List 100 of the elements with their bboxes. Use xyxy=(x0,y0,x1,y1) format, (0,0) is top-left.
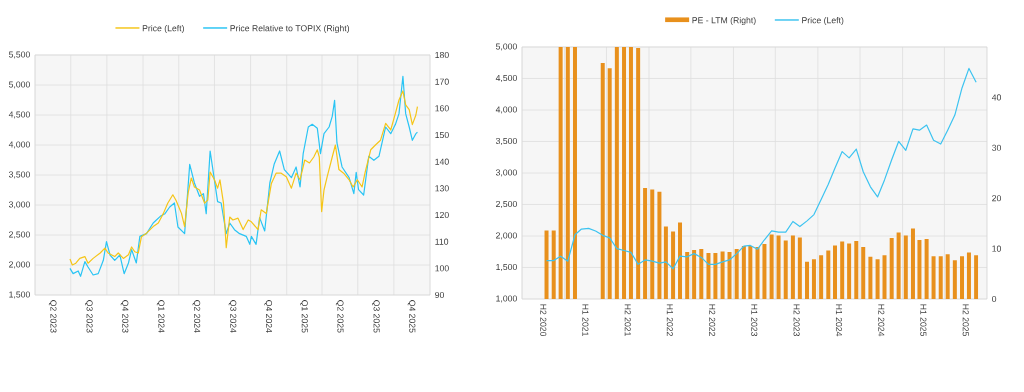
x-tick-label: H2 2022 xyxy=(709,304,716,336)
y-tick-label: 3,500 xyxy=(8,171,30,179)
x-tick-label: Q3 2025 xyxy=(371,300,380,333)
bar xyxy=(713,253,718,299)
bar xyxy=(614,47,619,299)
bar xyxy=(889,238,894,299)
bar xyxy=(868,256,873,299)
bar xyxy=(657,191,662,299)
x-tick-label: Q4 2023 xyxy=(120,300,129,333)
x-tick-label: Q2 2025 xyxy=(335,300,344,333)
bar xyxy=(861,247,866,299)
y-tick-label: 4,000 xyxy=(495,106,517,114)
x-tick-label: Q1 2024 xyxy=(156,300,165,333)
y2-tick-label: 90 xyxy=(435,291,445,299)
x-tick-label: Q1 2025 xyxy=(300,300,308,333)
bar xyxy=(622,47,627,299)
bar xyxy=(650,189,655,299)
bar xyxy=(966,252,971,299)
y-tick-label: 3,500 xyxy=(495,137,517,146)
bar xyxy=(685,252,690,299)
bar xyxy=(783,240,788,299)
bar xyxy=(748,246,753,299)
bar xyxy=(741,246,746,299)
bar xyxy=(663,226,668,299)
bar xyxy=(819,255,824,299)
bar xyxy=(833,245,838,299)
bar xyxy=(692,250,697,299)
y2-tick-label: 110 xyxy=(435,238,449,245)
y2-tick-label: 0 xyxy=(992,295,997,303)
y2-tick-label: 130 xyxy=(435,185,449,192)
bar xyxy=(938,256,943,299)
bar xyxy=(811,259,816,299)
bar xyxy=(551,230,556,299)
bar xyxy=(924,239,929,299)
y2-tick-label: 160 xyxy=(435,105,449,112)
y-tick-label: 5,500 xyxy=(8,51,30,59)
bar xyxy=(769,234,774,299)
bar xyxy=(607,68,612,299)
bar xyxy=(762,244,767,299)
y-tick-label: 2,000 xyxy=(9,261,30,269)
bar xyxy=(544,230,549,299)
y-tick-label: 2,500 xyxy=(496,200,517,209)
x-tick-label: Q3 2023 xyxy=(84,300,93,333)
x-tick-label: H2 2021 xyxy=(624,304,631,337)
x-tick-label: H2 2024 xyxy=(878,304,885,337)
bar xyxy=(805,261,810,299)
bar xyxy=(974,255,979,299)
y-tick-label: 3,000 xyxy=(495,169,517,177)
x-tick-label: H1 2024 xyxy=(835,304,842,337)
bar xyxy=(755,247,760,299)
bar xyxy=(776,235,781,299)
y-tick-label: 5,000 xyxy=(8,81,30,89)
bar xyxy=(875,259,880,299)
bar xyxy=(643,188,648,299)
bar xyxy=(678,222,683,299)
y2-tick-label: 10 xyxy=(992,245,1001,252)
x-tick-label: H1 2022 xyxy=(666,304,673,336)
x-tick-label: Q4 2025 xyxy=(407,300,416,333)
bar xyxy=(847,243,852,299)
bar xyxy=(960,256,965,299)
bar xyxy=(896,232,901,299)
x-tick-label: H1 2025 xyxy=(920,304,927,337)
x-tick-label: Q3 2024 xyxy=(228,300,237,333)
y-tick-label: 2,500 xyxy=(9,231,30,239)
y-tick-label: 1,500 xyxy=(9,291,30,299)
y-tick-label: 3,000 xyxy=(8,201,30,209)
y2-tick-label: 150 xyxy=(435,131,449,139)
x-tick-label: H1 2021 xyxy=(582,304,589,337)
y2-tick-label: 120 xyxy=(435,211,449,219)
bar xyxy=(734,249,739,299)
line-series xyxy=(545,67,977,270)
x-tick-label: H2 2025 xyxy=(962,304,969,337)
bar xyxy=(727,252,732,299)
bar xyxy=(565,47,570,299)
bar xyxy=(699,249,704,299)
legend-label: Price Relative to TOPIX (Right) xyxy=(230,24,350,34)
y2-tick-label: 40 xyxy=(991,94,1001,101)
y2-tick-label: 20 xyxy=(992,195,1001,202)
y-tick-label: 4,500 xyxy=(495,74,517,83)
bar xyxy=(826,250,831,299)
bar xyxy=(790,235,795,299)
bar xyxy=(558,47,563,299)
x-tick-label: Q2 2023 xyxy=(48,300,57,333)
legend-label: Price (Left) xyxy=(142,24,184,34)
y-tick-label: 1,500 xyxy=(496,263,517,272)
bar xyxy=(636,48,641,299)
y2-tick-label: 30 xyxy=(992,144,1001,151)
y-tick-label: 5,000 xyxy=(495,43,517,51)
bar xyxy=(931,256,936,299)
y-tick-label: 4,500 xyxy=(8,111,30,119)
bar xyxy=(840,241,845,299)
x-tick-label: Q4 2024 xyxy=(264,300,273,333)
x-tick-label: H1 2023 xyxy=(751,304,758,337)
bar xyxy=(572,47,577,299)
bar xyxy=(945,254,950,299)
bar xyxy=(917,240,922,299)
x-tick-label: H2 2020 xyxy=(540,304,547,337)
legend-label: PE - LTM (Right) xyxy=(692,16,756,26)
bar xyxy=(600,63,605,299)
y2-tick-label: 170 xyxy=(435,78,449,85)
